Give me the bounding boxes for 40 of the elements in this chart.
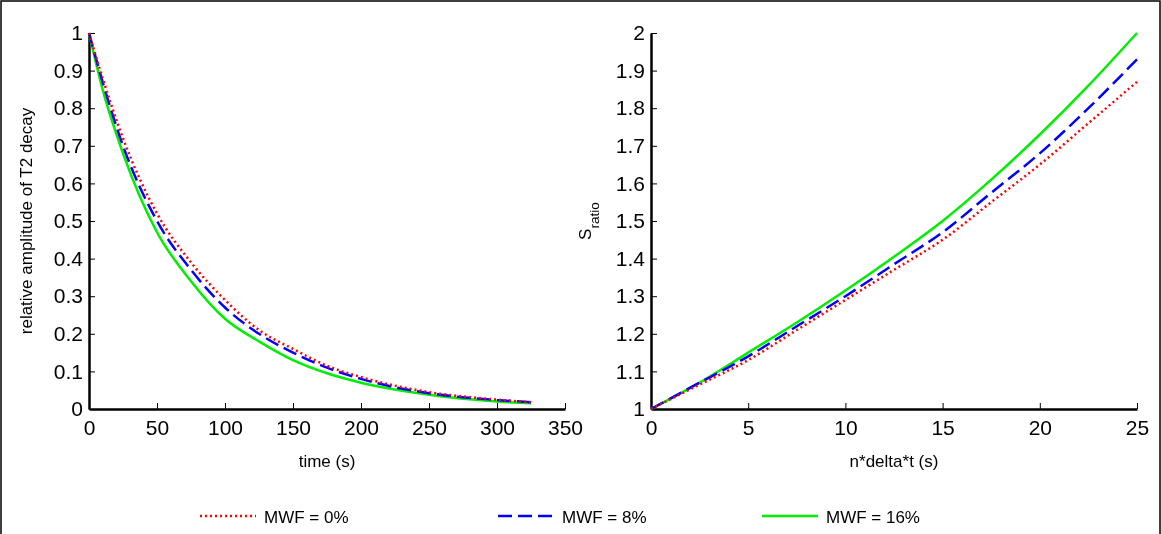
y-tick-label: 0.3 — [53, 284, 83, 308]
y-tick-label: 2 — [633, 21, 645, 45]
y-axis-title: relative amplitude of T2 decay — [17, 107, 36, 335]
y-tick-label: 0.5 — [53, 209, 83, 233]
y-tick-label: 1.5 — [615, 209, 645, 233]
y-tick-label: 1.6 — [615, 171, 645, 195]
x-axis-title: time (s) — [298, 452, 356, 471]
y-tick-label: 1 — [633, 397, 645, 421]
y-tick-label: 1.9 — [615, 58, 645, 82]
x-tick-label: 50 — [145, 415, 170, 439]
x-tick-label: 10 — [834, 415, 858, 439]
x-axis-title: n*delta*t (s) — [849, 452, 939, 471]
x-tick-label: 5 — [742, 415, 755, 439]
x-tick-label: 200 — [343, 415, 380, 439]
x-tick-label: 20 — [1028, 415, 1052, 439]
legend-label: MWF = 8% — [562, 508, 647, 527]
y-tick-label: 1.1 — [615, 359, 645, 383]
legend-label: MWF = 16% — [826, 508, 920, 527]
x-tick-label: 350 — [547, 415, 584, 439]
y-tick-label: 0.1 — [53, 359, 83, 383]
y-tick-label: 1 — [71, 21, 83, 45]
x-tick-label: 100 — [207, 415, 244, 439]
x-tick-label: 15 — [931, 415, 955, 439]
y-tick-label: 0.8 — [53, 96, 83, 120]
y-tick-label: 0 — [71, 397, 83, 421]
y-tick-label: 0.9 — [53, 58, 83, 82]
y-tick-label: 0.4 — [53, 246, 84, 270]
legend-label: MWF = 0% — [264, 508, 349, 527]
y-tick-label: 1.8 — [615, 96, 645, 120]
x-tick-label: 150 — [275, 415, 312, 439]
x-tick-label: 25 — [1125, 415, 1150, 439]
y-tick-label: 1.4 — [615, 246, 646, 270]
x-tick-label: 250 — [411, 415, 448, 439]
y-tick-label: 1.7 — [615, 134, 645, 158]
y-tick-label: 0.6 — [53, 171, 83, 195]
y-tick-label: 1.2 — [615, 322, 645, 346]
y-tick-label: 0.7 — [53, 134, 83, 158]
y-tick-label: 0.2 — [53, 322, 83, 346]
y-tick-label: 1.3 — [615, 284, 645, 308]
x-tick-label: 300 — [479, 415, 516, 439]
